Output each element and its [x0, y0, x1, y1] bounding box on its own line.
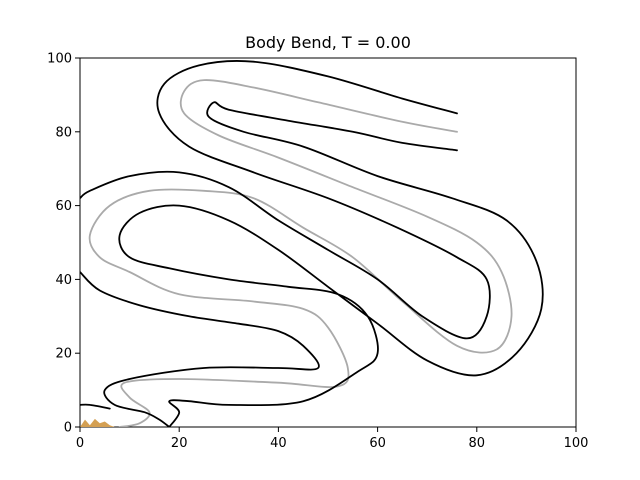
x-tick-label-1: 20: [171, 436, 188, 451]
outer-edge-line-1: [80, 60, 491, 340]
series-layer: [80, 60, 544, 427]
y-tick-label-2: 40: [55, 273, 72, 288]
annotation-layer: [80, 418, 115, 427]
chart-title: Body Bend, T = 0.00: [245, 33, 411, 52]
x-tick-label-2: 40: [270, 436, 287, 451]
y-tick-label-3: 60: [55, 199, 72, 214]
outer-edge-line-2: [80, 271, 320, 427]
inner-edge-line-4: [80, 403, 111, 410]
x-axis: 0 20 40 60 80 100: [76, 427, 589, 451]
filled-shape-0: [80, 418, 115, 427]
y-axis: 0 20 40 60 80 100: [47, 52, 80, 436]
y-tick-label-5: 100: [47, 52, 72, 67]
x-tick-label-4: 80: [469, 436, 486, 451]
inner-edge-line-3: [118, 101, 544, 427]
x-tick-label-0: 0: [76, 436, 84, 451]
y-tick-label-1: 20: [55, 347, 72, 362]
y-tick-label-4: 80: [55, 125, 72, 140]
centerline-line-0: [88, 79, 513, 427]
x-tick-label-5: 100: [564, 436, 589, 451]
x-tick-label-3: 60: [369, 436, 386, 451]
y-tick-label-0: 0: [64, 421, 72, 436]
